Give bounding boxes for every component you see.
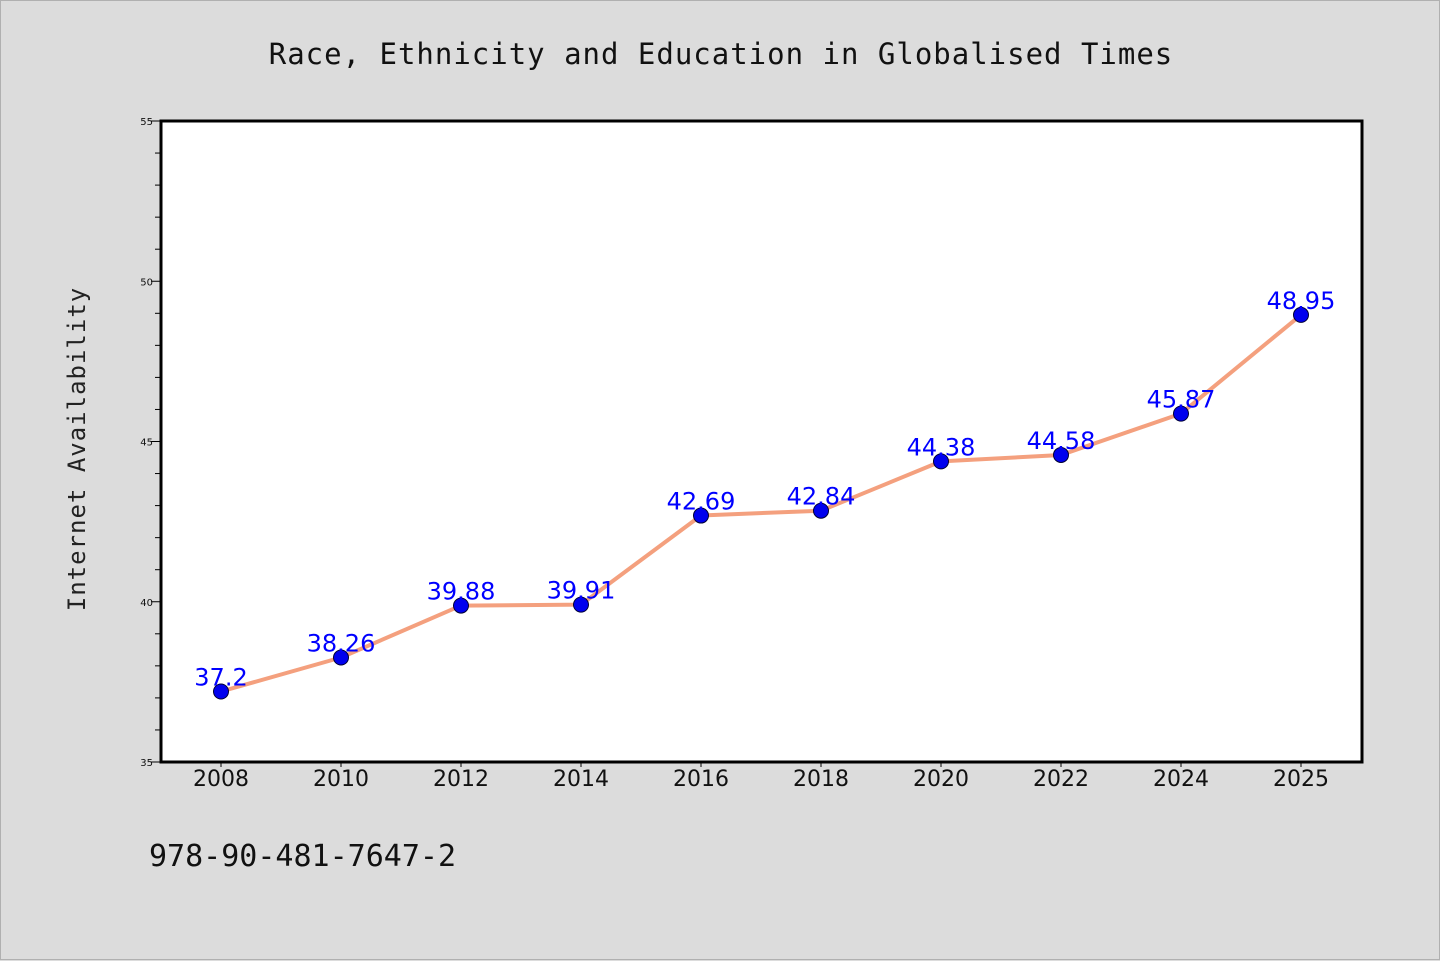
plot-area bbox=[159, 119, 1364, 764]
y-axis: 35 40 45 50 55 bbox=[140, 117, 161, 769]
x-tick-label: 2010 bbox=[313, 767, 369, 792]
x-tick-label: 2014 bbox=[553, 767, 609, 792]
y-tick-label: 40 bbox=[140, 598, 153, 609]
data-point bbox=[453, 597, 469, 614]
data-label: 44.58 bbox=[1027, 427, 1096, 455]
x-tick-label: 2018 bbox=[793, 767, 849, 792]
x-tick-label: 2012 bbox=[433, 767, 489, 792]
series-line bbox=[220, 313, 1303, 694]
data-point bbox=[333, 649, 349, 666]
y-tick-label: 35 bbox=[140, 758, 153, 769]
x-axis: 2008 2010 2012 2014 2016 2018 2020 2022 2024 2025 bbox=[193, 762, 1329, 792]
data-label: 37.2 bbox=[194, 663, 247, 691]
data-label: 39.91 bbox=[547, 577, 616, 605]
data-point bbox=[813, 502, 829, 519]
data-point bbox=[573, 596, 589, 613]
x-tick-label: 2016 bbox=[673, 767, 729, 792]
data-points bbox=[213, 306, 1309, 700]
data-point bbox=[1053, 446, 1069, 463]
data-point bbox=[1173, 405, 1189, 422]
data-point bbox=[1293, 306, 1309, 323]
isbn-footer: 978-90-481-7647-2 bbox=[149, 839, 456, 874]
series-line-group bbox=[220, 313, 1303, 694]
data-labels: 37.2 38.26 39.88 39.91 42.69 42.84 44.38 44.58 4… bbox=[194, 287, 1335, 692]
data-label: 39.88 bbox=[427, 578, 496, 606]
x-tick-label: 2025 bbox=[1273, 767, 1329, 792]
data-label: 48.95 bbox=[1267, 287, 1336, 315]
data-label: 42.69 bbox=[667, 488, 736, 516]
data-label: 44.38 bbox=[907, 433, 976, 461]
x-tick-label: 2022 bbox=[1033, 767, 1089, 792]
x-tick-label: 2020 bbox=[913, 767, 969, 792]
y-tick-label: 55 bbox=[140, 117, 153, 128]
data-point bbox=[933, 453, 949, 470]
chart-title: Race, Ethnicity and Education in Globali… bbox=[269, 37, 1174, 71]
x-tick-label: 2024 bbox=[1153, 767, 1209, 792]
data-label: 38.26 bbox=[307, 630, 376, 658]
y-tick-label: 50 bbox=[140, 277, 153, 288]
data-label: 42.84 bbox=[787, 483, 856, 511]
x-tick-label: 2008 bbox=[193, 767, 249, 792]
data-point bbox=[693, 507, 709, 524]
data-label: 45.87 bbox=[1147, 386, 1216, 414]
y-tick-label: 45 bbox=[140, 438, 153, 449]
data-point bbox=[213, 683, 229, 700]
y-axis-label: Internet Availability bbox=[63, 287, 91, 611]
